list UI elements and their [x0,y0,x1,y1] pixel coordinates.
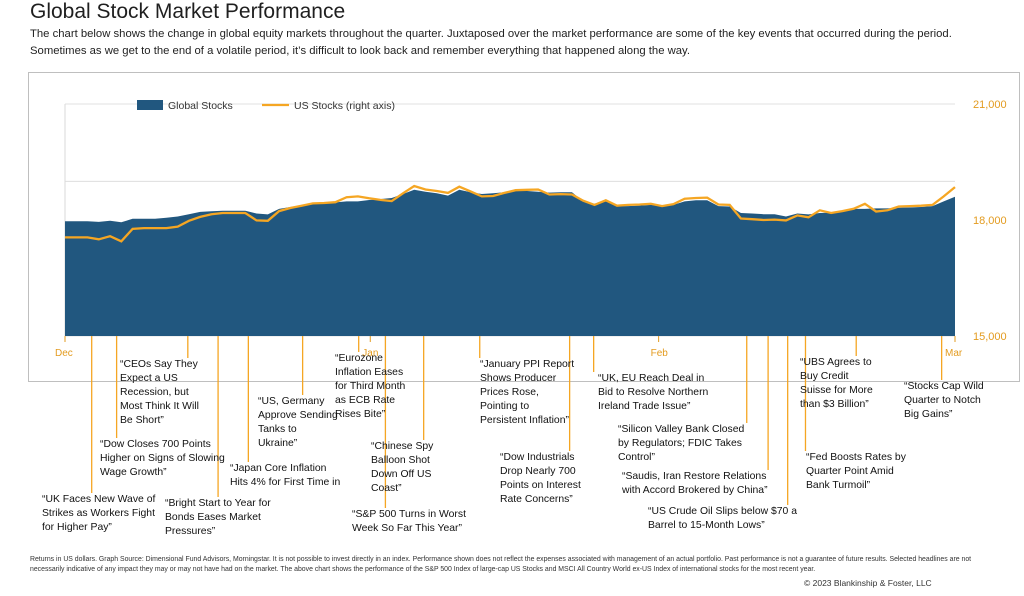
event-label-spy-balloon: “Chinese Spy Balloon Shot Down Off US Co… [371,441,434,494]
x-tick-label: Feb [651,348,669,359]
footnote: Returns in US dollars. Graph Source: Dim… [30,556,972,573]
y-tick-label: 15,000 [973,331,1007,343]
event-connectors [91,336,943,508]
y-tick-label: 18,000 [973,215,1007,227]
event-label-saudi-iran: “Saudis, Iran Restore Relations with Acc… [622,471,768,496]
y-tick-label: 21,000 [973,99,1007,111]
global-stocks-area [65,189,955,336]
x-tick-label: Dec [55,348,73,359]
legend-swatch-global-stocks [137,100,163,110]
event-label-dow-drop: “Dow Industrials Drop Nearly 700 Points … [500,452,581,505]
chart-legend: Global Stocks US Stocks (right axis) [137,100,395,112]
event-label-dow-700: “Dow Closes 700 Points Higher on Signs o… [100,439,225,478]
event-label-uk-strikes: “UK Faces New Wave of Strikes as Workers… [42,494,156,533]
event-label-uk-eu-deal: “UK, EU Reach Deal in Bid to Resolve Nor… [598,373,709,412]
event-label-ceos-recession: “CEOs Say They Expect a US Recession, bu… [120,359,199,426]
intro-paragraph: The chart below shows the change in glob… [30,28,952,57]
event-label-stocks-cap: “Stocks Cap Wild Quarter to Notch Big Ga… [904,381,984,420]
axes: 15,000 18,000 21,000 Dec Jan Feb Mar [55,99,1007,359]
stock-performance-chart: 15,000 18,000 21,000 Dec Jan Feb Mar Global St… [55,99,1007,508]
page-title: Global Stock Market Performance [30,0,346,23]
legend-label-us-stocks: US Stocks (right axis) [294,100,395,112]
event-label-bright-start: “Bright Start to Year for Bonds Eases Ma… [165,498,271,537]
event-label-oil: “US Crude Oil Slips below $70 a Barrel t… [648,506,798,531]
x-tick-label: Jan [362,348,378,359]
event-label-eurozone-inflation: “Eurozone Inflation Eases for Third Mont… [335,353,406,420]
event-label-ubs: “UBS Agrees to Buy Credit Suisse for Mor… [800,357,873,410]
legend-label-global-stocks: Global Stocks [168,100,233,112]
event-label-tanks-ukraine: “US, Germany Approve Sending Tanks to Uk… [258,396,338,449]
us-stocks-line [65,184,956,243]
event-label-fed-hikes: “Fed Boosts Rates by Quarter Point Amid … [806,452,906,491]
event-label-ppi: “January PPI Report Shows Producer Price… [480,359,575,426]
event-label-sp500-worst: “S&P 500 Turns in Worst Week So Far This… [352,509,466,534]
x-tick-label: Mar [945,348,963,359]
event-label-svb: “Silicon Valley Bank Closed by Regulator… [618,424,745,463]
copyright: © 2023 Blankinship & Foster, LLC [804,578,932,588]
event-label-japan-inflation: “Japan Core Inflation Hits 4% for First … [230,463,341,488]
